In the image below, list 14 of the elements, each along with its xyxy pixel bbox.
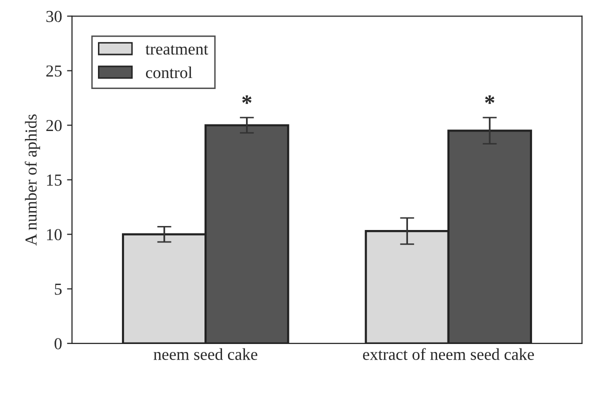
y-tick-label: 20 bbox=[46, 120, 62, 132]
x-tick-label: extract of neem seed cake bbox=[363, 348, 534, 360]
y-axis-title: A number of aphids bbox=[24, 114, 40, 246]
annotation: * bbox=[485, 95, 494, 104]
legend-label: control bbox=[146, 66, 192, 78]
y-tick-label: 10 bbox=[47, 229, 62, 240]
y-tick-label: 0 bbox=[54, 338, 62, 350]
y-tick-label: 30 bbox=[46, 10, 62, 22]
annotation: * bbox=[242, 95, 252, 104]
x-tick-label: neem seed cake bbox=[154, 348, 258, 360]
y-tick-label: 25 bbox=[46, 65, 62, 77]
legend-label: treatment bbox=[145, 45, 208, 55]
y-tick-label: 15 bbox=[47, 174, 62, 186]
y-tick-label: 5 bbox=[54, 284, 62, 295]
